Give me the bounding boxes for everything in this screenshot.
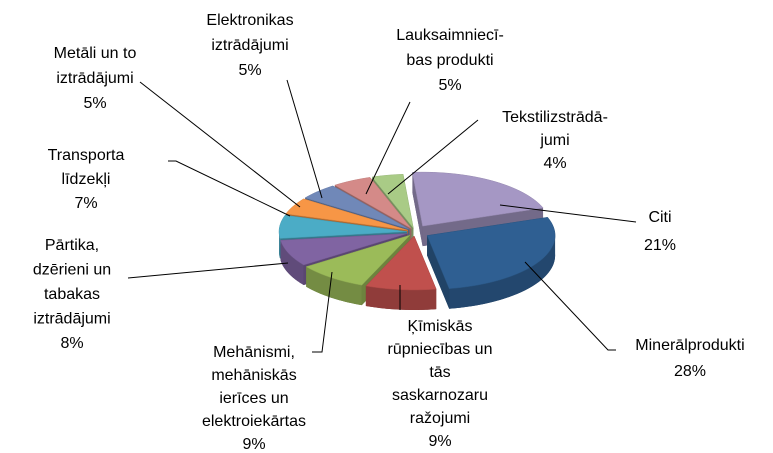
slice bbox=[285, 198, 408, 231]
value-label: 7% bbox=[74, 195, 97, 212]
slice-label: Elektronikas iztrādājumi bbox=[206, 12, 293, 54]
slice-side bbox=[280, 240, 304, 286]
slice-label: Transporta līdzekļi bbox=[48, 147, 125, 188]
slice-label-line: Ķīmiskās bbox=[408, 318, 473, 335]
slice-label-line: tabakas bbox=[44, 286, 100, 303]
slice-label: Tekstilizstrādā-jumi bbox=[502, 109, 608, 149]
value-label: 5% bbox=[438, 77, 461, 94]
slice-label-line: Minerālprodukti bbox=[635, 337, 744, 354]
value-label: 9% bbox=[428, 433, 451, 450]
value-label: 9% bbox=[242, 436, 265, 453]
leader-line bbox=[168, 160, 291, 217]
slice-label: Metāli un to iztrādājumi bbox=[54, 45, 137, 87]
value-label: 28% bbox=[674, 363, 706, 380]
slice-label: Lauksaimniecī-bas produkti bbox=[396, 27, 504, 69]
leader-line bbox=[286, 79, 323, 199]
slice bbox=[371, 173, 414, 229]
value-label: 21% bbox=[644, 237, 676, 254]
slice bbox=[334, 177, 412, 229]
slice-label-line: iztrādājumi bbox=[211, 37, 288, 54]
slice-label-line: bas produkti bbox=[406, 52, 493, 69]
slice-edge bbox=[427, 235, 450, 309]
slice bbox=[365, 235, 437, 291]
slice-label-line: iztrādājumi bbox=[33, 311, 110, 328]
slice-edge bbox=[412, 172, 423, 247]
slice-side bbox=[365, 285, 437, 310]
value-label: 4% bbox=[543, 155, 566, 172]
leader-line bbox=[365, 101, 411, 195]
slice-label: Pārtika, dzērieni un tabakas iztrādājumi bbox=[33, 237, 111, 328]
slice bbox=[426, 217, 556, 289]
leader-line bbox=[499, 204, 637, 223]
value-label: 8% bbox=[60, 335, 83, 352]
leader-line bbox=[139, 81, 301, 208]
slice bbox=[304, 185, 410, 230]
slice-label-line: mehāniskās bbox=[211, 367, 296, 384]
slice-label: Citi bbox=[648, 209, 671, 226]
slice-label: Minerālprodukti bbox=[635, 337, 744, 354]
slice-label-line: Metāli un to bbox=[54, 45, 137, 62]
slice-label-line: Mehānismi, bbox=[213, 344, 295, 361]
slice-label-line: ierīces un bbox=[219, 390, 288, 407]
slice-label-line: tās bbox=[429, 364, 450, 381]
slice-side bbox=[306, 266, 362, 306]
slice bbox=[412, 171, 544, 227]
leader-line bbox=[387, 119, 479, 195]
slice-label-line: Elektronikas bbox=[206, 12, 293, 29]
slice-label-line: Tekstilizstrādā- bbox=[502, 109, 608, 126]
value-label: 5% bbox=[83, 95, 106, 112]
slice-label-line: Pārtika, bbox=[45, 237, 99, 254]
slice bbox=[280, 233, 408, 266]
slice-label-line: rūpniecības un bbox=[388, 341, 493, 358]
slice-label-line: jumi bbox=[539, 132, 569, 149]
slice-label-line: elektroiekārtas bbox=[202, 413, 306, 430]
slice-label-line: Citi bbox=[648, 209, 671, 226]
slice-label: Ķīmiskās rūpniecības un tās saskarnozaru raž… bbox=[388, 318, 493, 427]
slice-label-line: Lauksaimniecī- bbox=[396, 27, 504, 44]
slice-label-line: līdzekļi bbox=[62, 171, 111, 188]
leader-line bbox=[524, 261, 616, 351]
leader-line bbox=[312, 271, 333, 353]
slice-label-line: dzērieni un bbox=[33, 262, 111, 279]
slice-label-line: saskarnozaru bbox=[392, 387, 488, 404]
slice-label-line: Transporta bbox=[48, 147, 125, 164]
value-label: 5% bbox=[238, 62, 261, 79]
slice-label: Mehānismi, mehāniskās ierīces un elektroiek… bbox=[202, 344, 306, 430]
leader-line bbox=[127, 262, 289, 279]
slice-side bbox=[449, 235, 556, 309]
slice bbox=[278, 214, 408, 239]
slice-label-line: ražojumi bbox=[410, 410, 470, 427]
slice-label-line: iztrādājumi bbox=[56, 70, 133, 87]
